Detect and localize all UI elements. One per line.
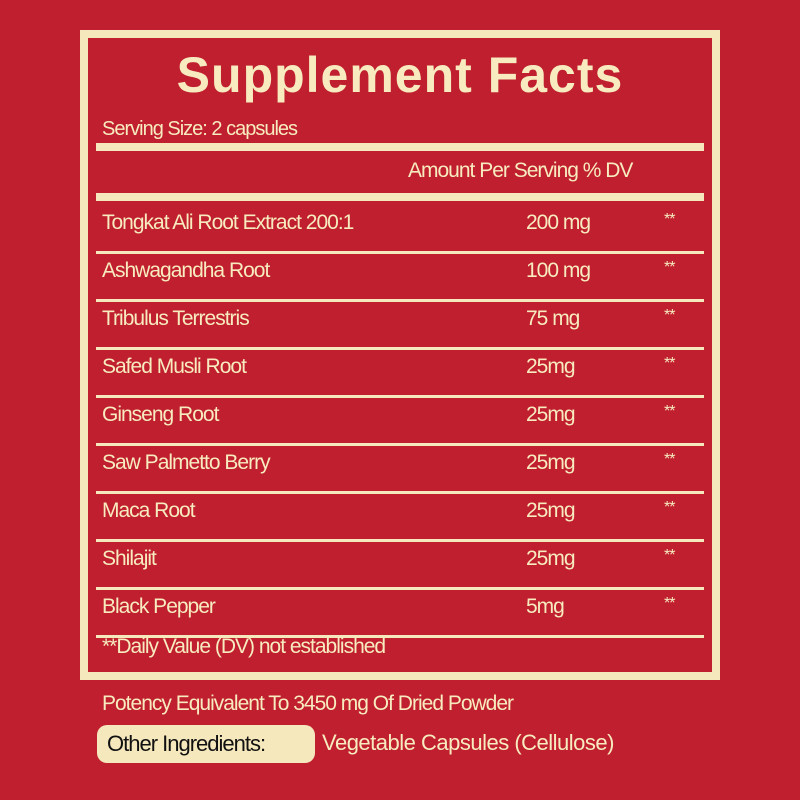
ingredient-row: Safed Musli Root 25mg ** <box>102 355 698 403</box>
ingredient-dv: ** <box>664 355 675 372</box>
ingredient-amount: 25mg <box>526 451 576 474</box>
row-divider <box>96 347 704 350</box>
ingredient-dv: ** <box>664 499 675 516</box>
ingredient-amount: 25mg <box>526 547 576 570</box>
ingredient-amount: 200 mg <box>526 211 591 234</box>
ingredient-row: Black Pepper 5mg ** <box>102 595 698 643</box>
row-divider <box>96 635 704 638</box>
ingredient-name: Shilajit <box>102 547 157 570</box>
ingredient-name: Ashwagandha Root <box>102 259 270 282</box>
ingredient-amount: 25mg <box>526 355 576 378</box>
ingredient-row: Tongkat Ali Root Extract 200:1 200 mg ** <box>102 211 698 259</box>
ingredient-amount: 25mg <box>526 499 576 522</box>
other-ingredients-label: Other Ingredients: <box>97 725 315 763</box>
ingredient-name: Maca Root <box>102 499 196 522</box>
ingredient-amount: 25mg <box>526 403 576 426</box>
ingredient-row: Shilajit 25mg ** <box>102 547 698 595</box>
column-header: Amount Per Serving % DV <box>408 159 633 182</box>
ingredient-dv: ** <box>664 595 675 612</box>
ingredient-row: Ashwagandha Root 100 mg ** <box>102 259 698 307</box>
ingredient-name: Ginseng Root <box>102 403 219 426</box>
ingredient-row: Saw Palmetto Berry 25mg ** <box>102 451 698 499</box>
ingredient-amount: 75 mg <box>526 307 580 330</box>
ingredient-name: Saw Palmetto Berry <box>102 451 271 474</box>
ingredient-row: Maca Root 25mg ** <box>102 499 698 547</box>
ingredient-dv: ** <box>664 451 675 468</box>
ingredient-name: Tribulus Terrestris <box>102 307 250 330</box>
row-divider <box>96 587 704 590</box>
row-divider <box>96 491 704 494</box>
ingredient-dv: ** <box>664 307 675 324</box>
ingredient-dv: ** <box>664 547 675 564</box>
ingredient-row: Tribulus Terrestris 75 mg ** <box>102 307 698 355</box>
ingredient-dv: ** <box>664 211 675 228</box>
row-divider <box>96 539 704 542</box>
ingredient-amount: 5mg <box>526 595 565 618</box>
divider <box>96 193 704 201</box>
ingredient-name: Safed Musli Root <box>102 355 247 378</box>
row-divider <box>96 299 704 302</box>
ingredient-amount: 100 mg <box>526 259 591 282</box>
footnote: **Daily Value (DV) not established <box>102 635 386 658</box>
ingredient-name: Tongkat Ali Root Extract 200:1 <box>102 211 354 234</box>
panel-title: Supplement Facts <box>176 47 624 103</box>
other-ingredients-value: Vegetable Capsules (Cellulose) <box>322 730 614 755</box>
ingredient-dv: ** <box>664 403 675 420</box>
row-divider <box>96 251 704 254</box>
supplement-facts-panel: Supplement Facts Serving Size: 2 capsule… <box>80 30 720 680</box>
row-divider <box>96 395 704 398</box>
ingredient-row: Ginseng Root 25mg ** <box>102 403 698 451</box>
divider <box>96 143 704 151</box>
ingredient-dv: ** <box>664 259 675 276</box>
serving-size: Serving Size: 2 capsules <box>102 118 298 140</box>
ingredient-name: Black Pepper <box>102 595 216 618</box>
row-divider <box>96 443 704 446</box>
potency-note: Potency Equivalent To 3450 mg Of Dried P… <box>102 692 514 715</box>
